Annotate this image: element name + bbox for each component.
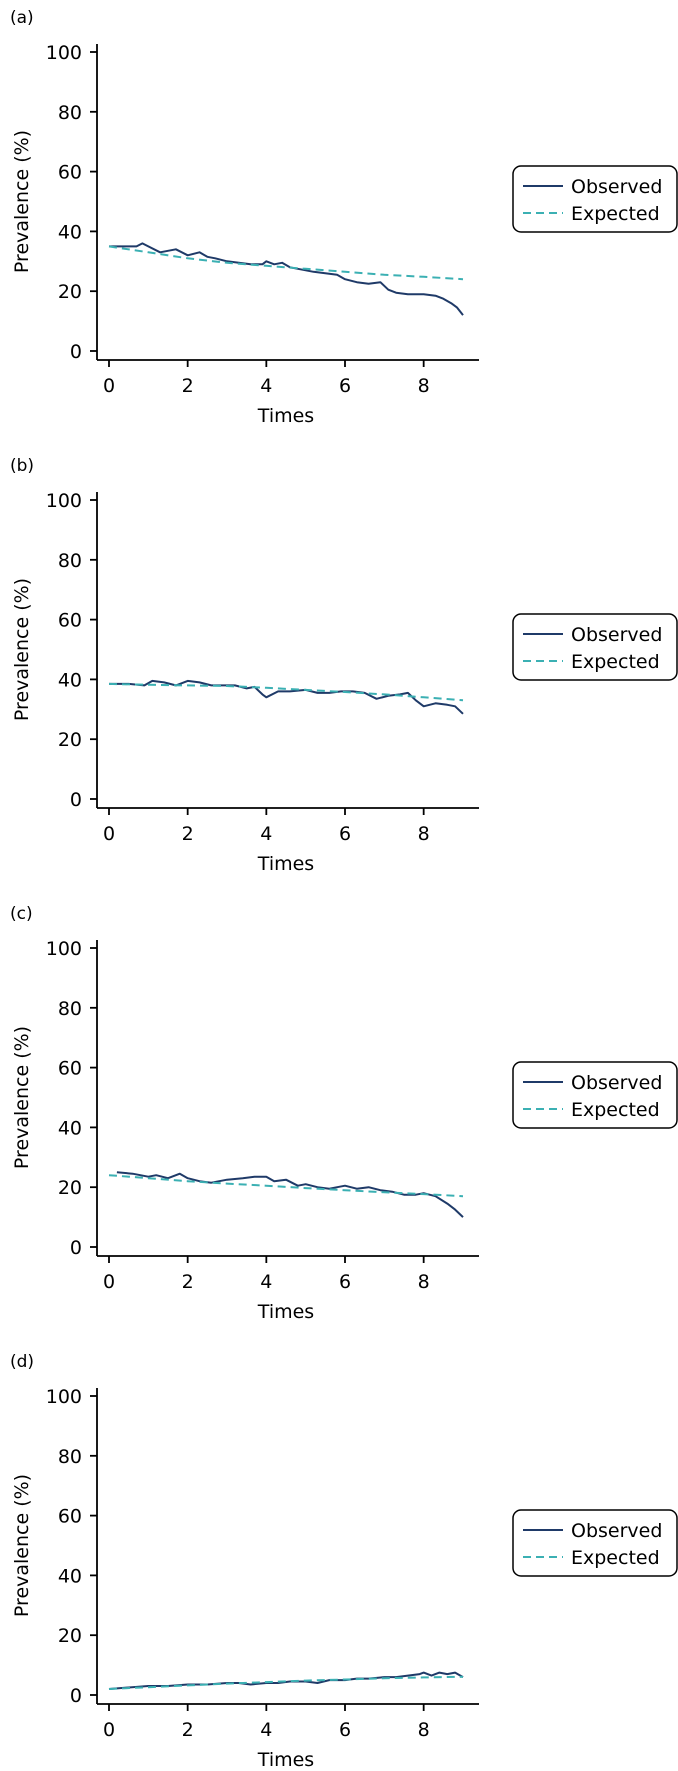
legend-label: Expected (571, 203, 660, 225)
x-tick-label: 6 (339, 1719, 351, 1741)
legend-label: Observed (571, 1072, 662, 1094)
y-tick-label: 100 (46, 1386, 82, 1408)
series-line-observed (108, 1671, 464, 1690)
chart-legend: Observed Expected (512, 1509, 678, 1577)
chart-panel: (b) 0 20 40 60 80 100 0 2 4 6 8 Times Prevalence (%) O… (10, 456, 678, 875)
y-tick-label: 100 (46, 938, 82, 960)
y-tick-label: 100 (46, 490, 82, 512)
y-axis-label: Prevalence (%) (11, 130, 33, 273)
x-tick-label: 0 (103, 823, 115, 845)
y-tick-label: 0 (70, 1237, 82, 1259)
legend-box (512, 1061, 678, 1129)
legend-box (512, 1509, 678, 1577)
chart-legend: Observed Expected (512, 613, 678, 681)
x-tick-label: 0 (103, 375, 115, 397)
y-tick-label: 20 (58, 281, 82, 303)
x-tick-label: 6 (339, 375, 351, 397)
x-tick-label: 0 (103, 1271, 115, 1293)
chart-legend: Observed Expected (512, 1061, 678, 1129)
chart-legend: Observed Expected (512, 165, 678, 233)
legend-label: Expected (571, 1099, 660, 1121)
x-tick-label: 8 (418, 375, 430, 397)
x-tick-label: 2 (182, 823, 194, 845)
x-tick-label: 4 (260, 375, 272, 397)
panel-label: (d) (10, 1352, 34, 1372)
y-tick-label: 100 (46, 42, 82, 64)
chart-panel: (a) 0 20 40 60 80 100 0 2 4 6 8 Times Prevalence (%) O… (10, 8, 678, 427)
y-tick-label: 60 (58, 1058, 82, 1080)
x-axis-label: Times (257, 1749, 314, 1771)
x-tick-label: 6 (339, 823, 351, 845)
legend-label: Expected (571, 651, 660, 673)
x-tick-label: 8 (418, 1719, 430, 1741)
x-tick-label: 2 (182, 1719, 194, 1741)
chart-panel: (d) 0 20 40 60 80 100 0 2 4 6 8 Times Prevalence (%) O… (10, 1352, 678, 1771)
y-tick-label: 80 (58, 102, 82, 124)
y-tick-label: 60 (58, 610, 82, 632)
y-tick-label: 60 (58, 162, 82, 184)
series-line-expected (108, 245, 464, 281)
panel-label: (c) (10, 904, 33, 924)
y-axis-label: Prevalence (%) (11, 1474, 33, 1617)
x-tick-label: 4 (260, 1719, 272, 1741)
legend-label: Observed (571, 624, 662, 646)
y-tick-label: 80 (58, 550, 82, 572)
x-tick-label: 0 (103, 1719, 115, 1741)
x-tick-label: 2 (182, 1271, 194, 1293)
y-tick-label: 40 (58, 221, 82, 243)
y-tick-label: 0 (70, 341, 82, 363)
x-tick-label: 8 (418, 823, 430, 845)
y-tick-label: 80 (58, 1446, 82, 1468)
y-tick-label: 0 (70, 1685, 82, 1707)
y-axis-label: Prevalence (%) (11, 1026, 33, 1169)
series-line-observed (109, 679, 464, 715)
chart-panel: (c) 0 20 40 60 80 100 0 2 4 6 8 Times Prevalence (%) O… (10, 904, 678, 1323)
y-axis-label: Prevalence (%) (11, 578, 33, 721)
y-tick-label: 40 (58, 669, 82, 691)
x-tick-label: 2 (182, 375, 194, 397)
legend-box (512, 613, 678, 681)
panel-label: (b) (10, 456, 34, 476)
y-tick-label: 20 (58, 729, 82, 751)
panel-label: (a) (10, 8, 34, 28)
y-tick-label: 80 (58, 998, 82, 1020)
legend-box (512, 165, 678, 233)
series-line-expected (108, 682, 464, 702)
x-tick-label: 8 (418, 1271, 430, 1293)
x-axis-label: Times (257, 405, 314, 427)
y-tick-label: 40 (58, 1117, 82, 1139)
legend-label: Observed (571, 1520, 662, 1542)
series-line-expected (108, 1675, 464, 1690)
legend-label: Expected (571, 1547, 660, 1569)
x-axis-label: Times (257, 1301, 314, 1323)
y-tick-label: 20 (58, 1177, 82, 1199)
y-tick-label: 60 (58, 1506, 82, 1528)
x-tick-label: 4 (260, 1271, 272, 1293)
y-tick-label: 20 (58, 1625, 82, 1647)
series-line-observed (116, 1171, 464, 1218)
y-tick-label: 0 (70, 789, 82, 811)
x-tick-label: 6 (339, 1271, 351, 1293)
series-line-expected (108, 1174, 464, 1198)
legend-label: Observed (571, 176, 662, 198)
x-tick-label: 4 (260, 823, 272, 845)
x-axis-label: Times (257, 853, 314, 875)
y-tick-label: 40 (58, 1565, 82, 1587)
